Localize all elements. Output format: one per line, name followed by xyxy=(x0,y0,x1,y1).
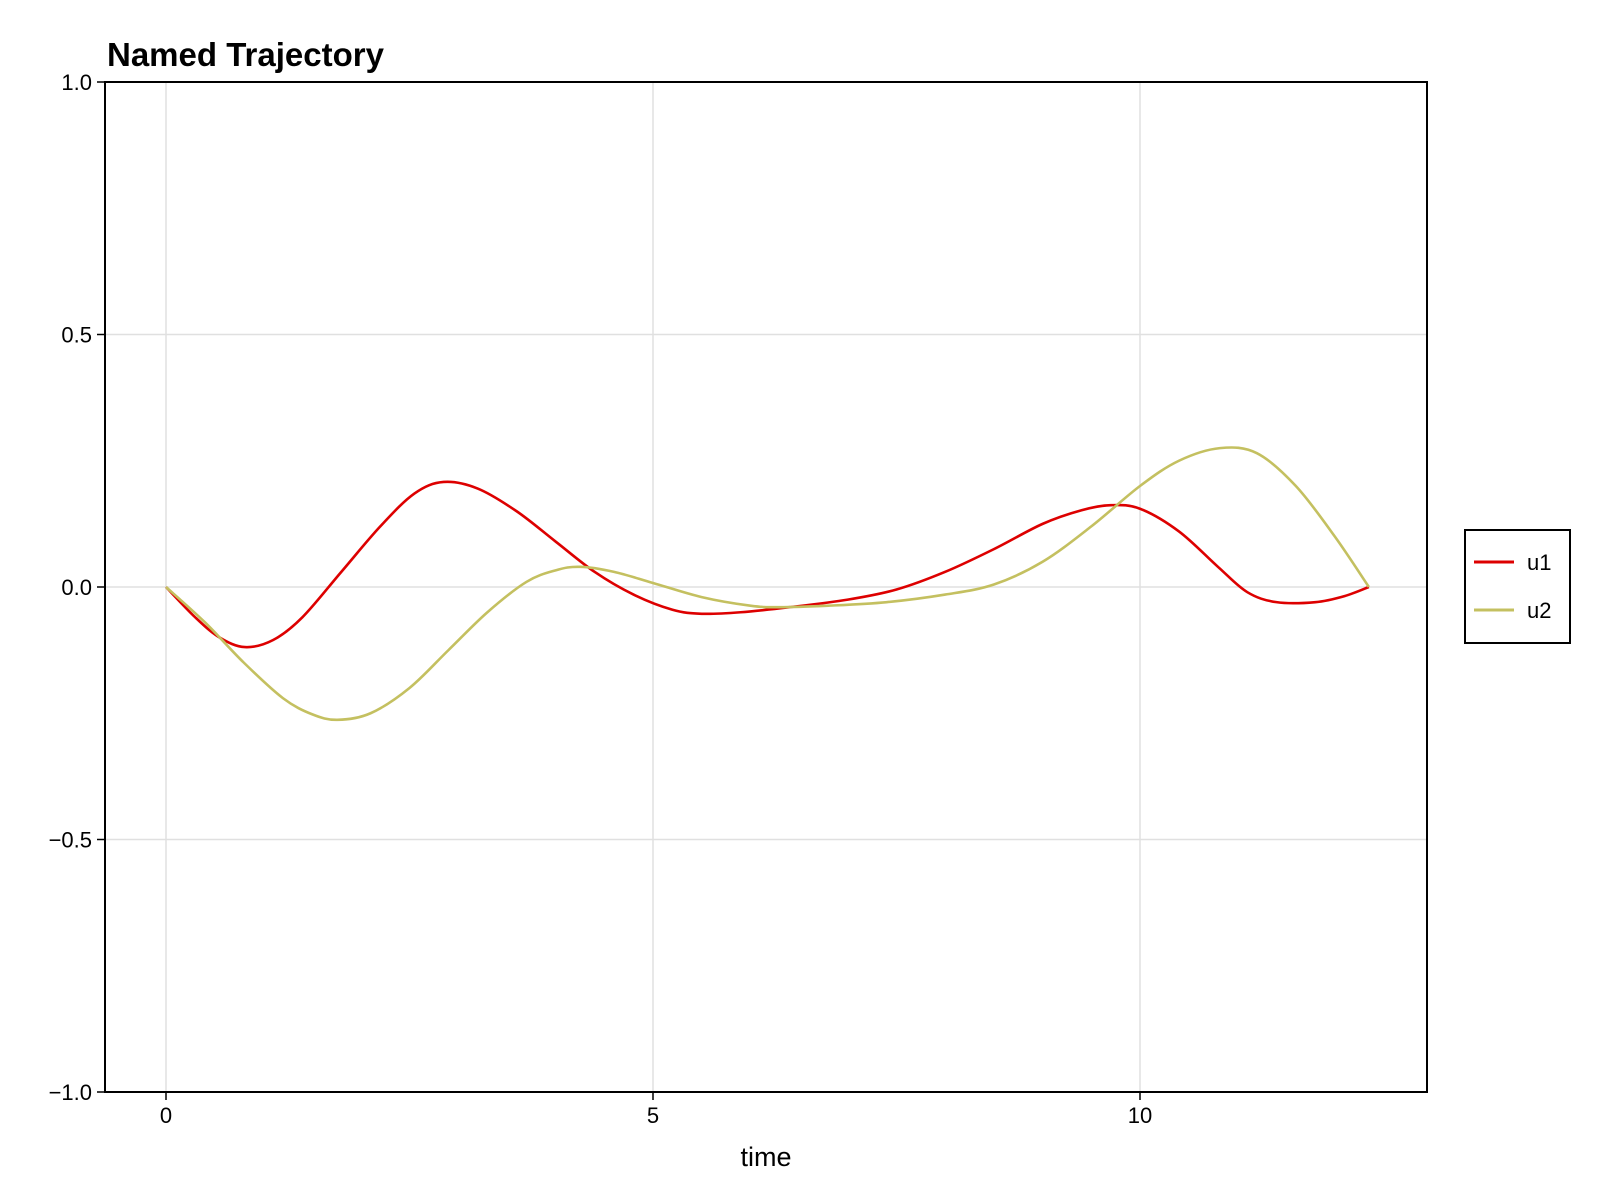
x-tick-label: 0 xyxy=(160,1103,172,1128)
y-tick-label: 0.5 xyxy=(61,323,92,348)
grid-lines xyxy=(105,82,1427,1092)
series-line-u1 xyxy=(165,480,1370,649)
y-tick-label: −1.0 xyxy=(49,1080,92,1105)
y-tick-labels: −1.0 −0.5 0.0 0.5 1.0 xyxy=(49,70,92,1105)
legend-box xyxy=(1464,529,1571,644)
series-line-u2 xyxy=(165,446,1370,722)
x-tick-label: 5 xyxy=(647,1103,659,1128)
x-tick-label: 10 xyxy=(1128,1103,1152,1128)
y-tick-label: −0.5 xyxy=(49,828,92,853)
legend-label-u1: u1 xyxy=(1527,550,1551,575)
chart-title: Named Trajectory xyxy=(107,36,385,73)
y-tick-label: 1.0 xyxy=(61,70,92,95)
series-lines xyxy=(165,446,1370,722)
legend-label-u2: u2 xyxy=(1527,598,1551,623)
y-tick-label: 0.0 xyxy=(61,575,92,600)
x-axis-label: time xyxy=(740,1142,791,1172)
legend: u1 u2 xyxy=(1464,529,1571,644)
x-tick-labels: 0 5 10 xyxy=(160,1103,1152,1128)
axis-ticks xyxy=(97,81,1141,1100)
